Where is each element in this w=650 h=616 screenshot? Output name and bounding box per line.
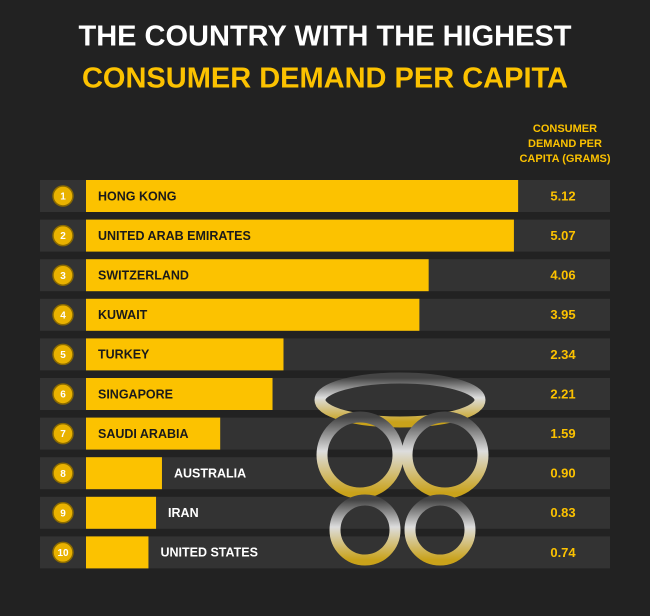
ring-decoration [314,372,489,566]
rank-label: 8 [60,469,66,480]
value-header: CONSUMER DEMAND PER CAPITA (GRAMS) [519,123,611,165]
value-label: 0.90 [550,466,575,481]
bar [86,298,420,331]
category-label: SWITZERLAND [98,268,189,282]
bar [86,219,514,252]
rank-label: 7 [60,429,66,440]
category-label: HONG KONG [98,189,176,203]
rank-badge [52,304,74,326]
rank-label: 5 [60,350,66,361]
category-label: TURKEY [98,348,150,362]
category-label: SINGAPORE [98,387,173,401]
chart-subtitle: CONSUMER DEMAND PER CAPITA [82,63,568,95]
chart-title: THE COUNTRY WITH THE HIGHEST [79,21,572,53]
value-label: 1.59 [550,426,575,441]
rank-badge [52,343,74,366]
value-label: 4.06 [550,268,575,283]
rank-badge [52,383,74,405]
bar [86,536,149,569]
value-label: 2.34 [550,347,576,362]
bar [86,417,221,450]
rank-label: 4 [60,310,66,321]
bar [86,259,429,292]
ring-top [314,372,486,428]
value-label: 5.07 [550,228,575,243]
bar [86,180,519,212]
ring-loop [401,411,489,499]
value-label: 2.21 [550,386,575,401]
value-label: 5.12 [550,188,575,203]
rank-label: 3 [60,271,66,282]
value-header-box: CONSUMER DEMAND PER CAPITA (GRAMS) [519,123,611,165]
rank-label: 2 [60,231,66,242]
rank-badge [52,422,74,445]
ring-loop [316,411,404,499]
category-label: IRAN [168,506,199,520]
value-label: 0.74 [550,545,576,560]
bar [86,378,273,410]
bar [86,457,162,490]
category-label: UNITED STATES [160,546,257,560]
bar [86,338,284,371]
value-label: 0.83 [550,505,575,520]
rank-badge [52,264,74,286]
rank-label: 9 [60,508,66,519]
value-label: 3.95 [550,307,575,322]
ring-loop [329,494,401,566]
category-label: KUWAIT [98,308,148,322]
rank-badge [52,185,74,207]
category-label: SAUDI ARABIA [98,427,189,441]
rank-label: 6 [60,390,66,401]
rank-badge [52,462,74,484]
rank-badge [52,541,74,564]
bar [86,496,157,529]
rows: 1 HONG KONG 5.12 2 UNITED ARAB EMIRATES 5.07 3… [40,180,610,569]
rank-label: 10 [57,548,69,559]
rank-badge [52,502,74,524]
ring-loop [404,494,476,566]
rank-badge [52,224,74,247]
category-label: UNITED ARAB EMIRATES [98,229,251,243]
rank-label: 1 [60,192,66,203]
category-label: AUSTRALIA [174,466,246,480]
